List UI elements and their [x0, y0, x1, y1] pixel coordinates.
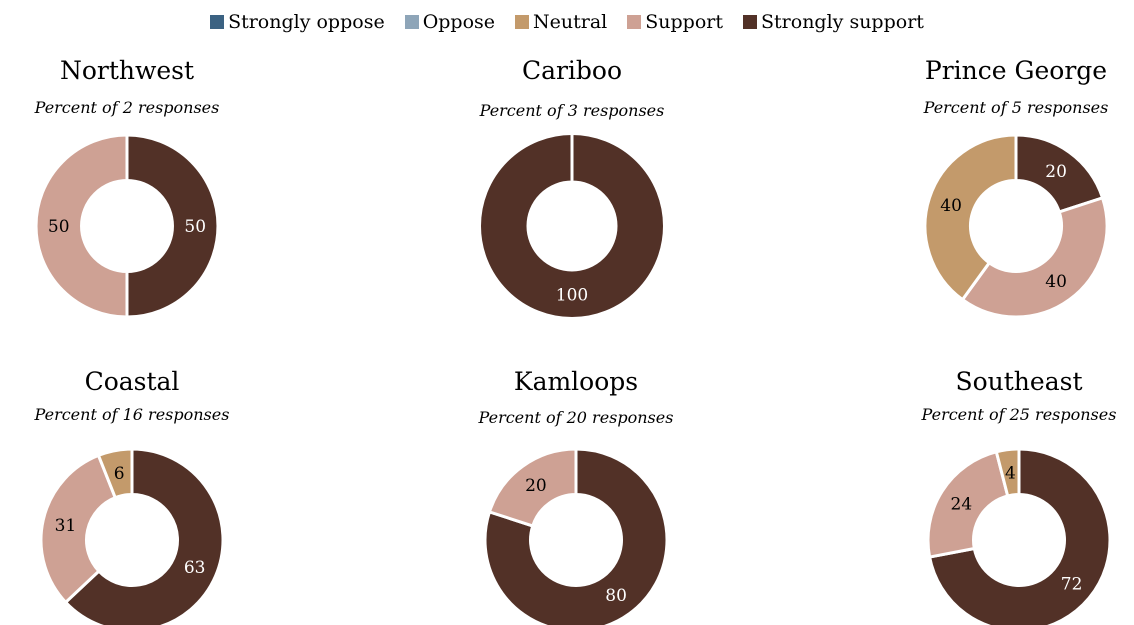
panel-title: Cariboo [522, 56, 622, 85]
donut-panel-northwest: Northwest Percent of 2 responses 50 50 [34, 56, 220, 319]
panel-subtitle: Percent of 25 responses [921, 405, 1117, 424]
panel-title: Southeast [955, 367, 1082, 396]
legend: Strongly oppose Oppose Neutral Support S… [0, 9, 1134, 35]
data-label-strongly-support: 63 [184, 558, 206, 578]
data-label-strongly-support: 50 [184, 217, 206, 237]
slice-support [39, 453, 118, 605]
legend-label: Oppose [422, 11, 496, 33]
legend-label: Neutral [533, 11, 608, 33]
donut-panel-prince-george: Prince George Percent of 5 responses 20 40 4… [923, 56, 1109, 319]
panel-subtitle: Percent of 16 responses [34, 405, 230, 424]
panel-title: Prince George [925, 56, 1107, 85]
panel-subtitle: Percent of 5 responses [923, 98, 1109, 117]
slice-support [487, 447, 578, 528]
data-label-support: 31 [55, 516, 77, 536]
legend-swatch-support [627, 15, 642, 29]
legend-item-strongly-oppose: Strongly oppose [210, 9, 385, 35]
panel-subtitle: Percent of 20 responses [478, 408, 674, 427]
data-label-strongly-support: 20 [1045, 162, 1067, 182]
data-label-neutral: 6 [114, 464, 125, 484]
legend-label: Support [645, 11, 724, 33]
legend-swatch-strongly-support [743, 15, 758, 29]
slice-support [926, 450, 1010, 559]
legend-swatch-strongly-oppose [210, 15, 225, 29]
donut-panel-southeast: Southeast Percent of 25 responses 72 24 4 [921, 367, 1117, 625]
donut-panel-cariboo: Cariboo Percent of 3 responses 100 [479, 56, 665, 317]
data-label-support: 20 [525, 476, 547, 496]
slice-strongly-support [63, 447, 225, 625]
legend-swatch-oppose [404, 15, 419, 29]
slice-support [34, 133, 129, 319]
data-label-strongly-support: 72 [1061, 575, 1083, 595]
panel-subtitle: Percent of 3 responses [479, 101, 665, 120]
legend-swatch-neutral [515, 15, 530, 29]
slice-strongly-support [483, 447, 669, 625]
data-label-neutral: 4 [1005, 463, 1016, 483]
legend-item-neutral: Neutral [515, 9, 607, 35]
panel-title: Coastal [85, 367, 180, 396]
data-label-support: 50 [48, 217, 70, 237]
data-label-support: 24 [951, 494, 973, 514]
panel-title: Northwest [60, 56, 194, 85]
data-label-strongly-support: 80 [605, 586, 627, 606]
panel-title: Kamloops [514, 367, 638, 396]
slice-neutral [994, 447, 1021, 498]
slice-neutral [96, 447, 134, 500]
slice-support [960, 195, 1109, 319]
legend-label: Strongly support [761, 11, 924, 33]
legend-item-strongly-support: Strongly support [743, 9, 924, 35]
panel-subtitle: Percent of 2 responses [34, 98, 220, 117]
slice-strongly-support [927, 447, 1112, 625]
data-label-support: 40 [1045, 272, 1067, 292]
legend-item-support: Support [627, 9, 723, 35]
data-label-strongly-support: 100 [556, 285, 588, 305]
slice-neutral [923, 133, 1018, 302]
legend-item-oppose: Oppose [404, 9, 496, 35]
donut-panel-coastal: Coastal Percent of 16 responses 63 31 6 [34, 367, 230, 625]
data-label-neutral: 40 [940, 196, 962, 216]
slice-strongly-support [125, 133, 220, 319]
donut-panel-kamloops: Kamloops Percent of 20 responses 80 20 [478, 367, 674, 625]
legend-label: Strongly oppose [228, 11, 385, 33]
